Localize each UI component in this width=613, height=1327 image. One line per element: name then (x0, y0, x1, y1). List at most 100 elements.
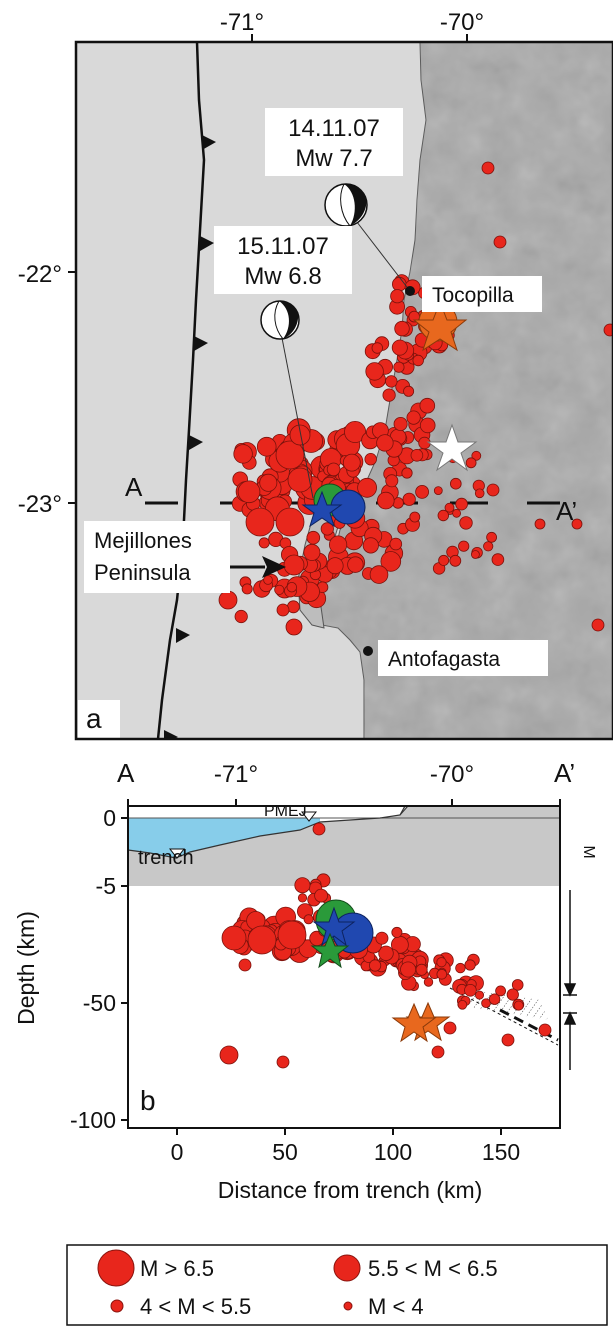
tocopilla-label: Tocopilla (432, 284, 514, 307)
earthquake-symbol (402, 492, 416, 506)
earthquake-symbol (303, 543, 321, 561)
section-axis-ticks (121, 817, 502, 1135)
earthquake-symbol (389, 537, 403, 551)
earthquake-symbol (297, 893, 308, 903)
earthquake-symbol (263, 575, 273, 585)
earthquake-symbol (486, 531, 498, 543)
earthquake-symbol (436, 968, 448, 980)
earthquake-symbol (275, 440, 305, 470)
legend-symbol-large (97, 1249, 135, 1287)
earthquake-symbol (459, 516, 473, 530)
earthquake-symbol (320, 522, 334, 536)
earthquake-symbol (233, 444, 253, 464)
mainshock-star (412, 300, 468, 352)
earthquake-symbol (286, 582, 298, 593)
earthquake-symbol (438, 554, 450, 566)
earthquake-symbol (385, 375, 398, 388)
earthquake-symbol (287, 467, 313, 493)
earthquake-symbol (237, 480, 261, 504)
earthquake-symbol (259, 473, 278, 492)
earthquake-symbol (219, 1045, 239, 1065)
earthquake-symbol (465, 457, 477, 469)
section-top-ticks (127, 799, 561, 806)
earthquake-symbol (357, 477, 378, 498)
map-frame (74, 40, 613, 741)
earthquake-symbol (306, 530, 321, 545)
ocean-water (128, 818, 320, 858)
earthquake-symbol (452, 508, 462, 518)
earthquake-symbol (221, 925, 247, 951)
earthquake-symbol (571, 518, 583, 530)
earthquake-symbol (277, 920, 307, 950)
earthquake-symbol (283, 554, 305, 576)
earthquake-symbol (493, 235, 507, 249)
trench-teeth (164, 135, 216, 739)
earthquake-symbol (258, 537, 270, 549)
earthquake-symbol (380, 551, 402, 572)
earthquake-symbol (410, 448, 424, 462)
legend-symbol-medium (333, 1254, 361, 1282)
trench-label: trench (138, 847, 194, 869)
earthquake-symbol (294, 877, 311, 894)
earthquake-symbol (431, 1045, 445, 1059)
section-ylabel: Depth (km) (13, 911, 39, 1025)
earthquake-symbol (491, 553, 505, 566)
earthquake-symbol (362, 537, 379, 554)
map-axis-ticks (68, 34, 468, 504)
earthquake-symbol (419, 397, 436, 414)
earthquake-symbol (481, 998, 491, 1008)
antofagasta-label: Antofagasta (388, 648, 500, 671)
earthquake-symbol (382, 388, 396, 402)
section-x-tick-100: 100 (374, 1139, 412, 1165)
earthquake-symbol (433, 486, 443, 496)
moho-label: M (580, 845, 597, 858)
earthquake-symbol (495, 985, 507, 997)
earthquake-symbol (412, 354, 424, 367)
legend-label-tiny: M < 4 (368, 1294, 424, 1319)
upper-plate-crust (128, 806, 560, 886)
tocopilla-dot (405, 286, 415, 296)
earthquake-symbol (470, 550, 480, 559)
section-y-tick-50: -50 (83, 990, 116, 1016)
legend-box (66, 1244, 608, 1326)
earthquake-symbol (394, 320, 410, 337)
pmej-marker (300, 811, 318, 822)
earthquake-symbol (326, 557, 344, 575)
earthquake-symbol (471, 450, 482, 461)
earthquake-symbol (436, 957, 447, 968)
section-top-left-label: A (117, 758, 135, 788)
earthquake-symbol (364, 453, 377, 466)
earthquake-symbol (443, 1021, 457, 1035)
section-x-tick-0: 0 (171, 1139, 184, 1165)
earthquake-symbol (218, 590, 238, 610)
earthquake-symbol (247, 925, 277, 955)
earthquake-symbol (376, 434, 394, 452)
moho-arrows (563, 890, 577, 1070)
trench-line (156, 42, 206, 739)
legend: M > 6.5 5.5 < M < 6.5 4 < M < 5.5 M < 4 (97, 1249, 498, 1319)
earthquake-symbol (391, 926, 403, 938)
earthquake-symbol (464, 983, 477, 997)
earthquake-symbol (241, 583, 253, 595)
white-star (426, 423, 478, 472)
earthquake-symbol (365, 362, 384, 381)
earthquake-symbol (400, 961, 417, 978)
map-panel: 14.11.07 Mw 7.7 15.11.07 Mw 6.8 Tocopill… (76, 42, 613, 739)
section-panel-label: b (140, 1085, 156, 1116)
earthquake-symbol (368, 959, 382, 972)
map-lat-tick-1: -22° (18, 261, 62, 288)
earthquake-symbol (455, 497, 468, 511)
map-lon-tick-1: -71° (220, 9, 264, 36)
earthquake-symbol (457, 999, 468, 1010)
mejillones-label-line1: Mejillones (94, 528, 192, 553)
trench-marker (168, 848, 186, 859)
section-top-right-label: A’ (554, 758, 575, 788)
earthquake-symbol (409, 511, 421, 523)
map-stars (301, 300, 478, 528)
earthquake-symbol (481, 161, 495, 175)
earthquake-symbol (444, 502, 455, 513)
section-y-tick-5: -5 (96, 873, 116, 899)
earthquake-symbol (390, 289, 405, 304)
legend-symbol-tiny (343, 1301, 353, 1311)
